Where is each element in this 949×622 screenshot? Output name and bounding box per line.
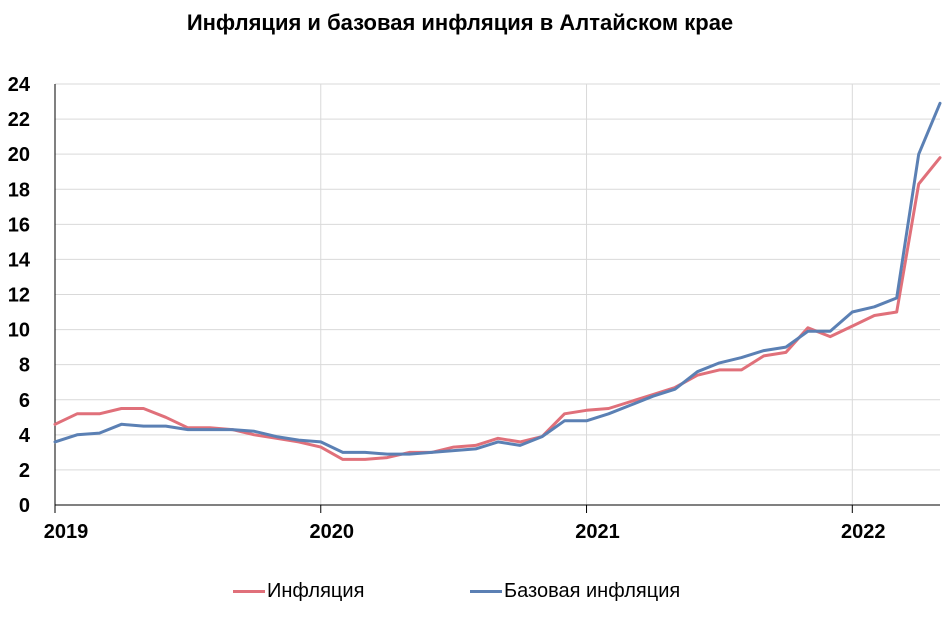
x-tick-label: 2021: [575, 521, 620, 543]
legend-swatch-core-inflation: [470, 590, 502, 593]
chart-title: Инфляция и базовая инфляция в Алтайском …: [186, 10, 734, 35]
legend: Инфляция Базовая инфляция: [0, 580, 949, 610]
y-tick-label: 22: [8, 109, 30, 131]
legend-label-core-inflation: Базовая инфляция: [504, 580, 681, 602]
y-tick-label: 2: [19, 460, 30, 482]
y-tick-label: 14: [8, 249, 31, 271]
y-tick-label: 16: [8, 214, 30, 236]
legend-swatch-inflation: [233, 590, 265, 593]
x-tick-label: 2020: [310, 521, 355, 543]
y-tick-label: 4: [19, 425, 31, 447]
y-tick-label: 24: [8, 74, 31, 96]
y-tick-label: 18: [8, 179, 30, 201]
x-tick-label: 2022: [841, 521, 886, 543]
y-tick-label: 8: [19, 355, 30, 377]
y-tick-label: 12: [8, 285, 30, 307]
y-tick-label: 10: [8, 320, 30, 342]
series-line-inflation: [53, 156, 942, 461]
x-tick-label: 2019: [44, 521, 89, 543]
y-tick-label: 6: [19, 390, 30, 412]
y-tick-label: 20: [8, 144, 30, 166]
series-line-core-inflation: [53, 101, 942, 456]
legend-item-core-inflation: Базовая инфляция: [470, 580, 680, 603]
y-tick-label: 0: [19, 495, 30, 517]
legend-item-inflation: Инфляция: [233, 580, 364, 603]
legend-label-inflation: Инфляция: [267, 580, 365, 602]
